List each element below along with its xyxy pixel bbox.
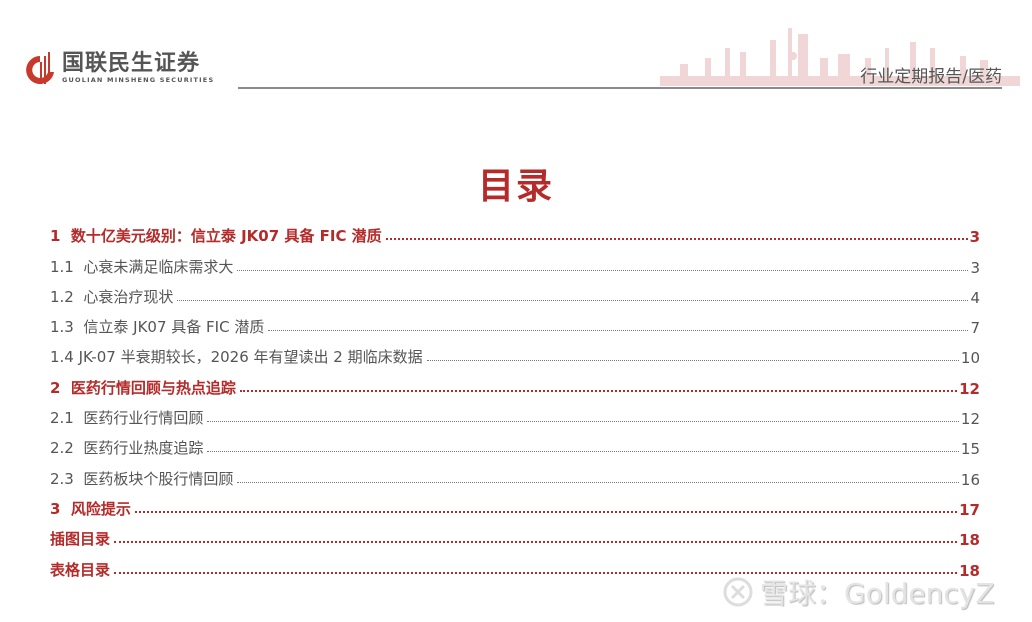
toc-entry[interactable]: 2.3 医药板块个股行情回顾 16 [50,458,980,489]
toc-entry-label: 1.1 心衰未满足临床需求大 [50,257,234,276]
toc-entry-page: 15 [960,440,980,459]
dot-leader [114,541,958,544]
toc-entry-label: 2.3 医药板块个股行情回顾 [50,469,234,488]
toc-entry[interactable]: 1 数十亿美元级别：信立泰 JK07 具备 FIC 潜质 3 [50,216,980,246]
dot-leader [239,389,958,392]
toc-entry[interactable]: 2 医药行情回顾与热点追踪 12 [50,367,980,398]
dot-leader [426,360,959,362]
toc-entry-page: 4 [970,288,980,307]
company-logo: 国联民生证券 GUOLIAN MINSHENG SECURITIES [26,50,214,86]
dot-leader [237,269,968,271]
toc-entry-page: 7 [970,319,980,338]
toc-entry-label: 表格目录 [50,560,111,579]
toc-entry[interactable]: 插图目录 18 [50,519,980,549]
logo-mark-icon [26,52,54,84]
toc-entry[interactable]: 1.1 心衰未满足临床需求大 3 [50,246,980,277]
toc-entry[interactable]: 3 风险提示 17 [50,489,980,519]
toc-entry-label: 2 医药行情回顾与热点追踪 [50,378,236,397]
toc-entry-page: 3 [969,228,980,247]
header-divider [238,87,1002,89]
logo-name-cn: 国联民生证券 [62,51,201,76]
dot-leader [207,451,959,453]
toc-entry[interactable]: 1.4 JK-07 半衰期较长，2026 年有望读出 2 期临床数据 10 [50,337,980,367]
dot-leader [237,481,959,483]
toc-entry[interactable]: 表格目录 18 [50,549,980,580]
toc-entry-label: 2.2 医药行业热度追踪 [50,439,204,458]
toc-entry-page: 16 [960,470,980,489]
toc-entry-label: 3 风险提示 [50,499,131,518]
toc-entry-label: 2.1 医药行业行情回顾 [50,409,204,428]
toc-entry-label: 插图目录 [50,530,111,549]
toc-entry-label: 1.4 JK-07 半衰期较长，2026 年有望读出 2 期临床数据 [50,348,423,367]
toc-entry[interactable]: 1.2 心衰治疗现状 4 [50,277,980,307]
toc-entry-page: 3 [970,258,980,277]
dot-leader [177,299,968,301]
toc-entry[interactable]: 2.2 医药行业热度追踪 15 [50,428,980,458]
toc-entry-page: 18 [959,531,980,550]
watermark: 雪球：GoldencyZ [722,572,995,612]
toc-entry-page: 12 [959,379,980,398]
table-of-contents: 1 数十亿美元级别：信立泰 JK07 具备 FIC 潜质 3 1.1 心衰未满足临床… [50,216,980,580]
watermark-text: 雪球：GoldencyZ [760,577,995,610]
toc-entry-page: 12 [960,410,980,429]
dot-leader [385,238,968,241]
dot-leader [134,510,958,513]
xueqiu-logo-icon [723,577,753,607]
dot-leader [207,421,959,423]
toc-entry-page: 18 [959,561,980,580]
page-title: 目录 [477,166,554,207]
toc-entry-label: 1.3 信立泰 JK07 具备 FIC 潜质 [50,318,265,337]
toc-entry-page: 10 [960,349,980,368]
report-type-label: 行业定期报告/医药 [860,67,1002,87]
city-skyline-graphic [660,28,1020,86]
toc-entry-page: 17 [959,500,980,519]
toc-entry[interactable]: 2.1 医药行业行情回顾 12 [50,398,980,428]
dot-leader [114,571,958,574]
toc-entry[interactable]: 1.3 信立泰 JK07 具备 FIC 潜质 7 [50,307,980,337]
toc-entry-label: 1 数十亿美元级别：信立泰 JK07 具备 FIC 潜质 [50,227,382,246]
dot-leader [268,330,968,332]
logo-name-en: GUOLIAN MINSHENG SECURITIES [62,76,215,84]
toc-entry-label: 1.2 心衰治疗现状 [50,287,174,306]
